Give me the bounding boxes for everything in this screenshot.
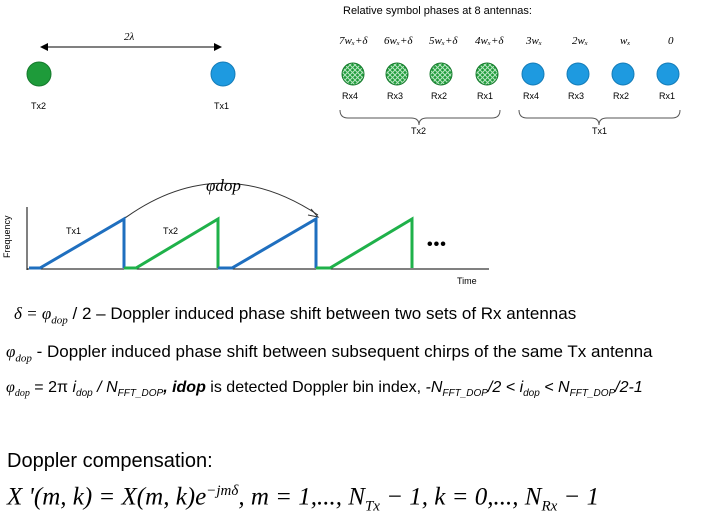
eq3-eq: = 2π — [29, 379, 73, 396]
equation-delta: δ = φdop / 2 – Doppler induced phase shi… — [14, 304, 576, 326]
eq3-desc: is detected Doppler bin index, — [205, 379, 426, 396]
rx-label: Rx2 — [431, 91, 448, 101]
compensation-formula: X '(m, k) = X(m, k)e−jmδ, m = 1,..., NTx… — [7, 483, 599, 515]
phase-value: 0 — [668, 35, 674, 47]
tx2-chirp-1 — [124, 216, 220, 270]
virtual-antenna-array — [341, 62, 680, 86]
eq3-range-c: < N — [539, 379, 570, 396]
tx1-chirp-1 — [29, 216, 126, 270]
tx1-antenna-label: Tx1 — [214, 101, 230, 111]
x-axis-label: Time — [457, 276, 477, 286]
formula-k-range: − 1, k = 0,..., N — [379, 483, 542, 511]
phi-description: - Doppler induced phase shift between su… — [31, 342, 653, 361]
chirp-diagram — [26, 182, 489, 270]
eq3-range-c-sub: FFT_DOP — [569, 388, 616, 400]
phi-sym: φ — [6, 342, 16, 361]
tx2-antenna — [26, 61, 52, 87]
phi-dop-label: φdop — [206, 176, 241, 196]
phi-symbol: φdop — [206, 176, 241, 195]
eq3-range-b: /2 < i — [487, 379, 524, 396]
virtual-antenna-tx2-rx3 — [385, 62, 409, 86]
rx-label: Rx3 — [387, 91, 404, 101]
phase-value: 2wₓ — [572, 35, 588, 47]
group-label-tx1: Tx1 — [592, 126, 608, 136]
delta-description: / 2 – Doppler induced phase shift betwee… — [72, 304, 577, 323]
formula-rx-sub: Rx — [541, 498, 558, 515]
eq3-range-d: /2-1 — [615, 379, 643, 396]
eq3-nfft: / N — [92, 379, 118, 396]
delta-lhs: δ = φ — [14, 304, 52, 323]
continuation-ellipsis: ••• — [427, 236, 447, 253]
y-axis-label: Frequency — [2, 215, 12, 258]
phases-title: Relative symbol phases at 8 antennas: — [343, 5, 532, 17]
rx-label: Rx4 — [523, 91, 540, 101]
formula-tx-sub: Tx — [364, 498, 380, 515]
eq3-range-a: -N — [425, 379, 443, 396]
rx-label: Rx4 — [342, 91, 359, 101]
phi-sub: dop — [15, 352, 32, 365]
eq3-idop: i — [72, 379, 77, 396]
virtual-antenna-tx2-rx2 — [429, 62, 453, 86]
rx-label: Rx3 — [568, 91, 585, 101]
eq3-phi: φ — [6, 379, 15, 396]
eq3-idop-name: , idop — [163, 379, 206, 396]
tx2-antenna-label: Tx2 — [31, 101, 47, 111]
eq3-phi-sub: dop — [14, 388, 30, 400]
equation-phi-definition: φdop = 2π idop / NFFT_DOP, idop is detec… — [6, 379, 643, 399]
formula-main: X '(m, k) = X(m, k)e — [7, 483, 207, 511]
phase-value: 3wₓ — [526, 35, 542, 47]
phase-value: 4wₓ+δ — [475, 35, 504, 47]
eq3-nfft-sub: FFT_DOP — [117, 388, 164, 400]
tx1-antenna — [210, 61, 236, 87]
doppler-arc-arrowhead — [307, 208, 320, 218]
phase-value: 6wₓ+δ — [384, 35, 413, 47]
phase-value: 5wₓ+δ — [429, 35, 458, 47]
chirp-tx2-label: Tx2 — [163, 226, 179, 236]
group-label-tx2: Tx2 — [411, 126, 427, 136]
rx-label: Rx1 — [477, 91, 494, 101]
equation-phi: φdop - Doppler induced phase shift betwe… — [6, 342, 652, 364]
distance-label: 2λ — [124, 31, 135, 43]
virtual-antenna-tx2-rx4 — [341, 62, 365, 86]
rx-label: Rx2 — [613, 91, 630, 101]
doppler-arc — [124, 182, 319, 219]
tx2-chirp-2 — [316, 216, 414, 270]
tx2-brace — [339, 109, 501, 126]
chirp-tx1-label: Tx1 — [66, 226, 82, 236]
dop-sub: dop — [51, 314, 68, 327]
formula-exponent: −jmδ — [206, 483, 239, 499]
eq3-range-b-sub: dop — [523, 388, 540, 400]
virtual-antenna-tx1-rx4 — [521, 62, 545, 86]
eq3-idop-sub: dop — [76, 388, 93, 400]
tx1-chirp-2 — [218, 216, 318, 270]
virtual-antenna-tx2-rx1 — [475, 62, 499, 86]
virtual-antenna-tx1-rx2 — [611, 62, 635, 86]
phase-value: wₓ — [620, 35, 631, 47]
formula-m-range: , m = 1,..., N — [238, 483, 365, 511]
rx-label: Rx1 — [659, 91, 676, 101]
tx1-brace — [518, 109, 681, 126]
eq3-range-a-sub: FFT_DOP — [442, 388, 488, 400]
virtual-antenna-tx1-rx3 — [566, 62, 590, 86]
formula-end: − 1 — [557, 483, 600, 511]
compensation-title: Doppler compensation: — [7, 450, 213, 472]
phase-value: 7wₓ+δ — [339, 35, 368, 47]
virtual-antenna-tx1-rx1 — [656, 62, 680, 86]
